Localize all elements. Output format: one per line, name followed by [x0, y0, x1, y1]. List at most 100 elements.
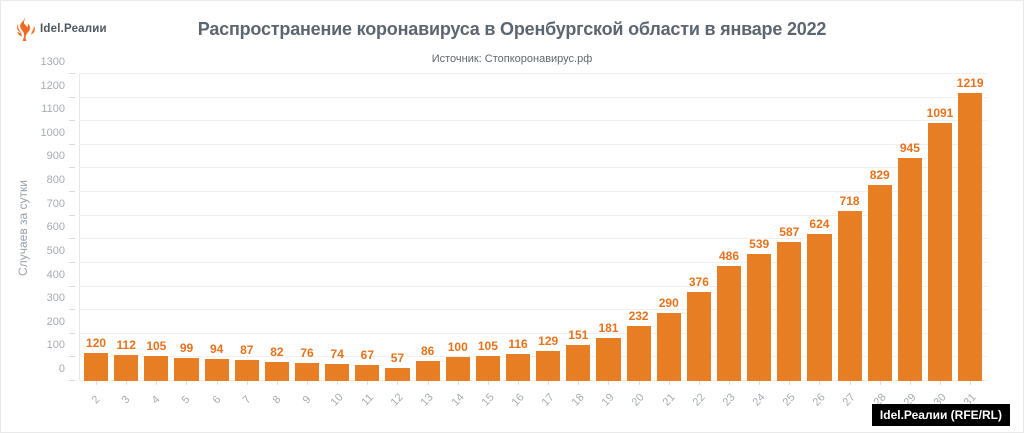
y-tick-label-300: 300	[46, 292, 65, 305]
bar-group-day-19: 181	[593, 74, 623, 385]
bar-rect	[234, 360, 259, 381]
x-label-cell: 20	[624, 381, 654, 411]
bar-value-label: 105	[146, 339, 167, 354]
gridline-0	[79, 380, 987, 381]
y-tick-label-1000: 1000	[40, 126, 65, 139]
bar-value-label: 181	[598, 321, 619, 336]
x-tick-label-24: 24	[750, 391, 768, 409]
x-tick-mark	[909, 381, 911, 385]
gridline-600	[79, 238, 987, 240]
gridline-300	[79, 309, 987, 311]
x-tick-mark	[427, 381, 429, 385]
x-label-cell: 19	[593, 381, 623, 411]
x-tick-mark	[849, 381, 851, 385]
y-tick-mark-900	[69, 167, 75, 169]
x-tick-mark	[698, 381, 700, 385]
bar-rect	[867, 185, 892, 381]
bar-value-label: 99	[179, 340, 194, 355]
bar-group-day-21: 290	[654, 74, 684, 385]
gridline-900	[79, 167, 987, 169]
x-tick-label-25: 25	[780, 391, 798, 409]
y-tick-label-700: 700	[46, 197, 65, 210]
bar-group-day-10: 74	[322, 74, 352, 385]
bar-value-label: 539	[749, 236, 770, 251]
x-tick-mark	[518, 381, 520, 385]
x-tick-mark	[156, 381, 158, 385]
bar-rect	[747, 253, 772, 381]
bar-value-label: 74	[330, 346, 344, 361]
x-label-cell: 23	[714, 381, 744, 411]
y-tick-mark-100	[69, 356, 75, 358]
bar-value-label: 86	[420, 343, 435, 358]
x-label-cell: 16	[503, 381, 533, 411]
y-tick-mark-600	[69, 238, 75, 240]
bar-rect	[897, 157, 922, 381]
y-tick-label-1300: 1300	[40, 56, 65, 68]
x-label-cell: 22	[684, 381, 714, 411]
x-tick-mark	[940, 381, 941, 385]
y-tick-mark-700	[69, 214, 75, 216]
x-tick-label-17: 17	[539, 391, 557, 409]
bar-value-label: 624	[809, 216, 830, 231]
x-tick-mark	[608, 381, 610, 385]
bar-value-label: 829	[869, 168, 890, 183]
bar-group-day-6: 94	[202, 74, 232, 385]
bar-group-day-15: 105	[473, 74, 503, 385]
bar-value-label: 112	[116, 337, 136, 352]
gridline-500	[79, 261, 987, 263]
x-tick-mark	[970, 381, 972, 385]
bar-value-label: 67	[360, 348, 375, 363]
bar-group-day-4: 105	[141, 74, 171, 385]
bar-group-day-9: 76	[292, 74, 322, 385]
y-tick-label-100: 100	[46, 339, 65, 352]
y-tick-mark-1300	[69, 73, 75, 74]
logo: Idel.Реалии	[17, 17, 107, 41]
bar-rect	[295, 363, 320, 381]
bar-rect	[596, 338, 621, 381]
y-axis-line	[79, 74, 80, 381]
bar-rect	[777, 242, 802, 381]
bar-value-label: 116	[508, 336, 528, 351]
x-tick-label-14: 14	[449, 391, 467, 409]
bar-value-label: 120	[86, 335, 107, 350]
bar-chart-plot: 0 100 200 300 400 500 600 700 800 900 1000 1100 1200…	[41, 56, 987, 409]
bar-rect	[807, 233, 832, 381]
x-tick-label-20: 20	[630, 391, 648, 409]
x-tick-mark	[186, 381, 188, 385]
y-tick-mark-800	[69, 191, 75, 193]
x-label-cell: 10	[322, 381, 352, 411]
y-tick-mark-0	[69, 380, 75, 381]
x-tick-label-21: 21	[660, 391, 678, 409]
x-axis-labels: 2 3 4 5 6 7 8 9 10 11 12 13 14 15 16 17 18 19 20 21 22 23 24 25…	[81, 381, 985, 411]
bar-rect	[716, 266, 742, 381]
watermark-badge: Idel.Реалии (RFE/RL)	[871, 403, 1010, 426]
x-tick-mark	[367, 381, 369, 385]
x-tick-label-18: 18	[569, 391, 587, 409]
x-tick-label-12: 12	[388, 391, 407, 409]
bar-group-day-17: 129	[533, 74, 563, 385]
x-tick-label-19: 19	[599, 391, 618, 409]
x-label-cell: 7	[232, 381, 262, 411]
x-tick-label-10: 10	[328, 391, 346, 409]
x-tick-label-11: 11	[359, 391, 376, 409]
bar-value-label: 718	[839, 194, 860, 209]
bar-group-day-27: 718	[835, 74, 865, 385]
x-label-cell: 21	[654, 381, 684, 411]
gridline-1000	[79, 143, 987, 145]
x-tick-label-3: 3	[119, 393, 133, 407]
bar-group-day-7: 87	[232, 74, 262, 385]
x-tick-mark	[397, 381, 399, 385]
bar-rect	[626, 326, 651, 381]
x-tick-mark	[126, 381, 128, 385]
x-label-cell: 17	[533, 381, 563, 411]
bar-rect	[84, 352, 109, 381]
x-tick-label-22: 22	[690, 391, 708, 409]
bar-rect	[505, 353, 531, 381]
bar-rect	[686, 292, 711, 381]
x-tick-label-9: 9	[300, 393, 314, 407]
x-label-cell: 26	[804, 381, 834, 411]
x-label-cell: 24	[744, 381, 774, 411]
x-tick-mark	[668, 381, 670, 385]
x-tick-mark	[729, 381, 731, 385]
